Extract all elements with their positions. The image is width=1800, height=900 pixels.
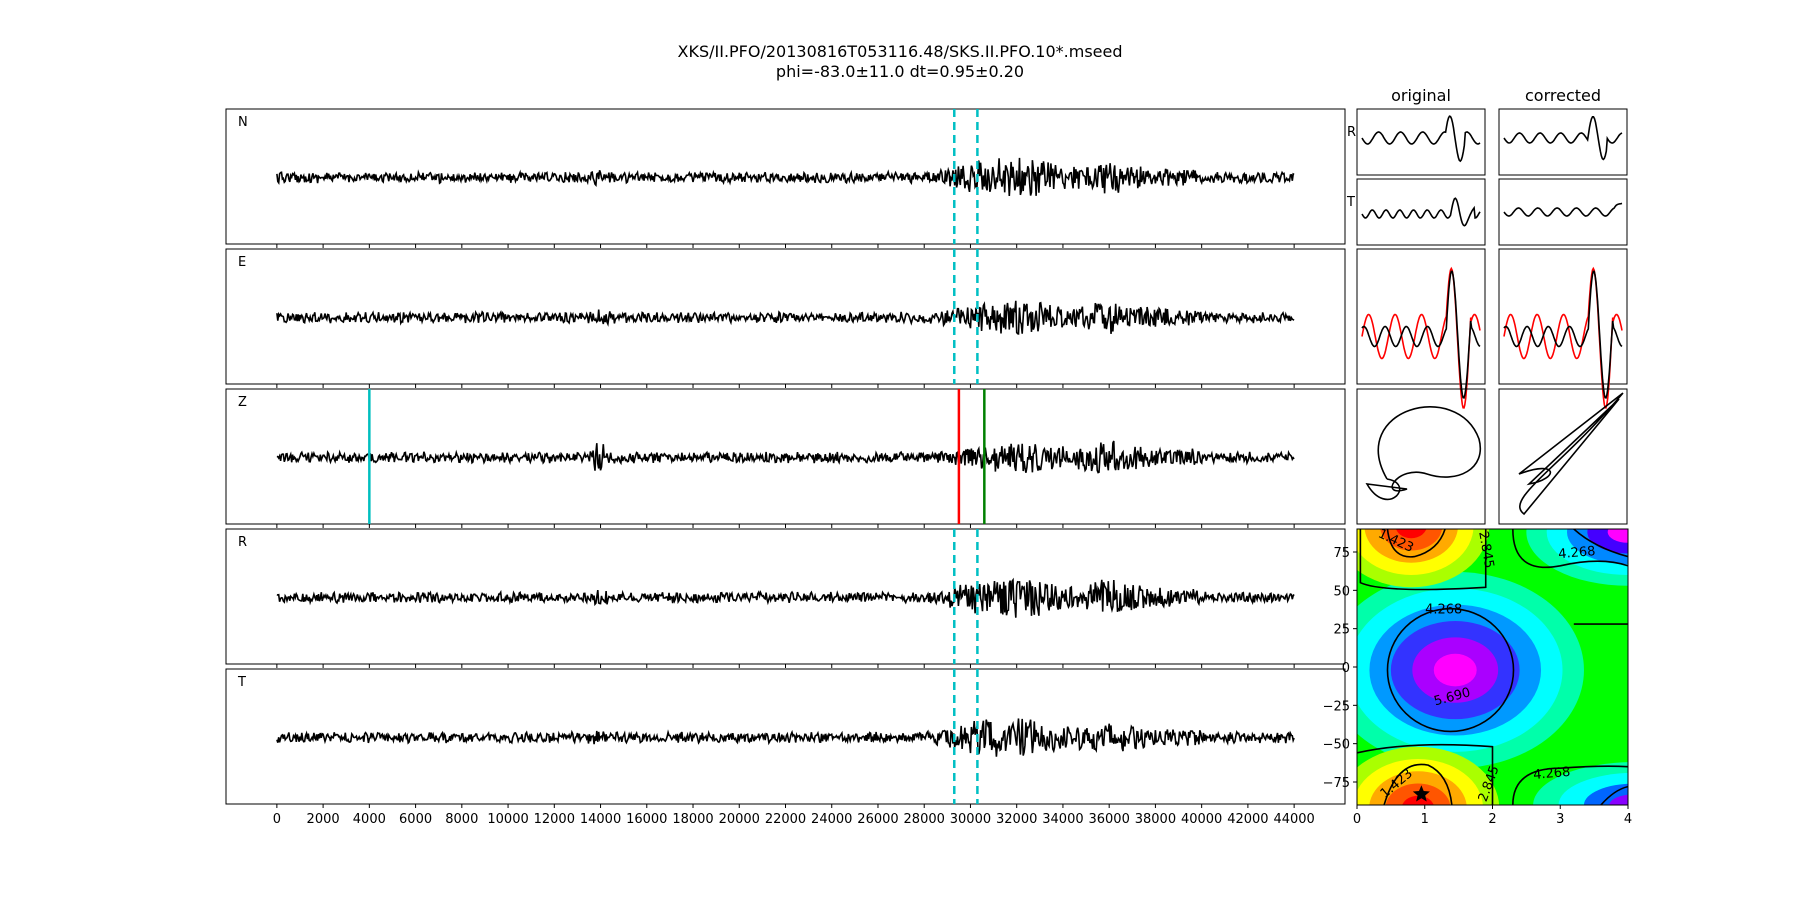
column-header-original: original bbox=[1391, 86, 1451, 105]
x-tick-label: 36000 bbox=[1088, 812, 1129, 827]
contour-label: 4.268 bbox=[1533, 765, 1571, 783]
particle-motion-path bbox=[1365, 406, 1482, 501]
best-fit-star bbox=[1412, 785, 1430, 802]
trace-line-r bbox=[276, 577, 1295, 618]
trace-line-z bbox=[276, 440, 1295, 474]
mini-panel-corrected-1 bbox=[1498, 178, 1628, 246]
contour-line bbox=[1600, 785, 1628, 805]
x-tick-label: 40000 bbox=[1181, 812, 1222, 827]
contour-line bbox=[1383, 763, 1453, 805]
x-tick-label: 8000 bbox=[445, 812, 478, 827]
trace-panel-label-t: T bbox=[237, 675, 246, 690]
contour-line bbox=[1386, 529, 1446, 558]
x-tick-label: 20000 bbox=[719, 812, 760, 827]
x-tick-label: 6000 bbox=[399, 812, 432, 827]
trace-line-n bbox=[276, 157, 1295, 197]
heatmap-y-tick-label: −75 bbox=[1323, 776, 1350, 791]
heatmap-region-2 bbox=[1609, 794, 1628, 805]
fast-component-trace bbox=[1503, 266, 1623, 409]
heatmap-region-3 bbox=[1396, 529, 1427, 539]
mini-panel-corrected-3 bbox=[1498, 388, 1628, 525]
heatmap-y-tick-label: 25 bbox=[1333, 623, 1350, 638]
trace-panel-label-r: R bbox=[238, 535, 247, 550]
heatmap-x-tick-label: 1 bbox=[1421, 812, 1429, 827]
x-tick-label: 28000 bbox=[904, 812, 945, 827]
contour-label: 4.268 bbox=[1558, 544, 1596, 562]
contour-label: 2.845 bbox=[1475, 530, 1496, 569]
mini-row-label-r: R bbox=[1347, 125, 1356, 140]
x-tick-label: 18000 bbox=[672, 812, 713, 827]
mini-panel-original-0 bbox=[1356, 108, 1486, 176]
mini-trace bbox=[1361, 197, 1481, 227]
contour-line bbox=[1573, 529, 1628, 558]
fast-component-trace bbox=[1361, 266, 1481, 409]
x-tick-label: 16000 bbox=[626, 812, 667, 827]
x-tick-label: 2000 bbox=[307, 812, 340, 827]
column-header-corrected: corrected bbox=[1524, 86, 1602, 105]
mini-row-label-t: T bbox=[1346, 195, 1355, 210]
contour-line bbox=[1357, 743, 1494, 805]
trace-line-e bbox=[276, 300, 1295, 335]
x-tick-label: 22000 bbox=[765, 812, 806, 827]
mini-panel-original-1 bbox=[1356, 178, 1486, 246]
slow-component-trace bbox=[1361, 270, 1481, 399]
contour-label: 4.268 bbox=[1425, 602, 1462, 617]
mini-trace bbox=[1503, 202, 1623, 217]
trace-panel-label-n: N bbox=[238, 115, 248, 130]
heatmap-y-tick-label: 50 bbox=[1333, 584, 1350, 599]
x-tick-label: 32000 bbox=[996, 812, 1037, 827]
mini-panel-corrected-2 bbox=[1498, 248, 1628, 385]
heatmap-x-tick-label: 2 bbox=[1488, 812, 1496, 827]
x-tick-label: 10000 bbox=[487, 812, 528, 827]
mini-panel-original-2 bbox=[1356, 248, 1486, 385]
x-tick-label: 42000 bbox=[1227, 812, 1268, 827]
heatmap-y-tick-label: −50 bbox=[1323, 738, 1350, 753]
trace-panel-label-z: Z bbox=[238, 395, 247, 410]
mini-trace bbox=[1361, 115, 1481, 163]
particle-motion-path bbox=[1518, 392, 1624, 516]
contour-line bbox=[1359, 529, 1487, 591]
x-tick-label: 14000 bbox=[580, 812, 621, 827]
contour-line bbox=[1512, 529, 1628, 569]
figure-title: XKS/II.PFO/20130816T053116.48/SKS.II.PFO… bbox=[677, 42, 1123, 61]
mini-panel-original-3 bbox=[1356, 388, 1486, 525]
trace-panel-label-e: E bbox=[238, 255, 246, 270]
heatmap-x-tick-label: 4 bbox=[1624, 812, 1632, 827]
x-tick-label: 0 bbox=[273, 812, 281, 827]
slow-component-trace bbox=[1503, 270, 1623, 399]
mini-trace bbox=[1503, 116, 1623, 161]
trace-line-t bbox=[276, 718, 1295, 757]
heatmap-region-3 bbox=[1380, 529, 1443, 551]
contour-line bbox=[1386, 607, 1515, 733]
heatmap-x-tick-label: 0 bbox=[1353, 812, 1361, 827]
x-tick-label: 44000 bbox=[1273, 812, 1314, 827]
heatmap-y-tick-label: 75 bbox=[1333, 546, 1350, 561]
x-tick-label: 4000 bbox=[353, 812, 386, 827]
mini-panel-corrected-0 bbox=[1498, 108, 1628, 176]
figure-subtitle: phi=-83.0±11.0 dt=0.95±0.20 bbox=[775, 62, 1025, 81]
x-tick-label: 26000 bbox=[857, 812, 898, 827]
heatmap-y-tick-label: 0 bbox=[1342, 661, 1350, 676]
contour-line bbox=[1512, 765, 1628, 805]
x-tick-label: 38000 bbox=[1135, 812, 1176, 827]
heatmap-region-1 bbox=[1607, 529, 1628, 543]
heatmap-y-tick-label: −25 bbox=[1323, 699, 1350, 714]
x-tick-label: 24000 bbox=[811, 812, 852, 827]
heatmap-region-0 bbox=[1433, 653, 1477, 687]
x-tick-label: 12000 bbox=[534, 812, 575, 827]
x-tick-label: 34000 bbox=[1042, 812, 1083, 827]
heatmap-region-4 bbox=[1369, 771, 1467, 805]
heatmap-x-tick-label: 3 bbox=[1556, 812, 1564, 827]
x-tick-label: 30000 bbox=[950, 812, 991, 827]
